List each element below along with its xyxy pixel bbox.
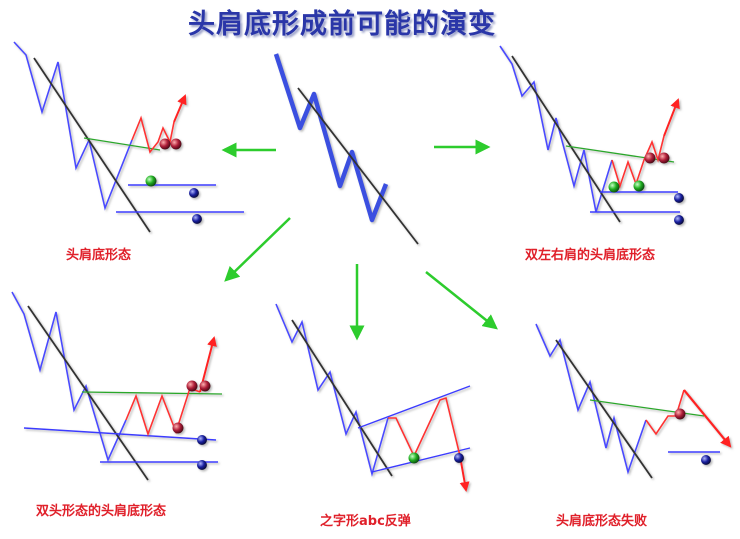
blue-price-line: [11, 291, 127, 463]
red-ball: [658, 152, 670, 164]
blue-ball: [192, 214, 202, 224]
downtrend-line: [555, 339, 653, 479]
channel-lower: [371, 447, 471, 473]
downtrend-line: [297, 87, 419, 245]
panel-double-top: [11, 291, 223, 481]
blue-ball: [197, 460, 207, 470]
green-ball: [608, 181, 620, 193]
neckline: [83, 137, 161, 151]
red-breakout-arrow: [663, 98, 680, 137]
blue-ball: [189, 188, 199, 198]
downtrend-line: [511, 55, 621, 223]
blue-ball: [674, 193, 684, 203]
red-ball: [644, 152, 656, 164]
arrow-to-double-top: [224, 217, 291, 282]
downtrend-line: [27, 305, 149, 481]
blue-zigzag-line: [273, 53, 389, 223]
arrow-to-failed: [425, 271, 498, 330]
red-price-line: [611, 135, 665, 189]
red-ball: [159, 138, 171, 150]
red-ball: [674, 408, 686, 420]
red-price-line: [125, 386, 201, 437]
red-ball: [199, 380, 211, 392]
blue-price-line: [535, 323, 647, 475]
blue-ball: [701, 455, 711, 465]
green-ball: [145, 175, 157, 187]
caption-zigzag-abc: 之字形abc反弹: [320, 514, 411, 529]
downtrend-line: [291, 319, 393, 477]
support-line: [23, 427, 217, 441]
panel-head-shoulders: [13, 41, 244, 233]
page-title: 头肩底形成前可能的演变: [188, 9, 496, 40]
caption-double-left-right: 双左右肩的头肩底形态: [525, 248, 656, 263]
panel-downtrend-source: [273, 53, 419, 245]
channel-upper: [357, 385, 471, 429]
red-ball: [170, 138, 182, 150]
blue-price-line: [13, 41, 133, 211]
caption-failed: 头肩底形态失败: [556, 514, 648, 529]
green-ball: [408, 452, 420, 464]
red-price-line: [388, 396, 461, 458]
neckline: [81, 391, 223, 395]
blue-ball: [674, 215, 684, 225]
neckline: [565, 145, 675, 163]
blue-ball: [197, 435, 207, 445]
panel-failed: [535, 323, 732, 479]
red-failure-arrow: [683, 389, 732, 448]
red-breakout-arrow: [173, 94, 187, 123]
panel-zigzag-abc: [275, 303, 471, 492]
downtrend-line: [33, 57, 151, 233]
panel-double-left-right-shoulders: [499, 45, 684, 225]
blue-price-line: [499, 45, 613, 213]
red-ball: [186, 380, 198, 392]
caption-double-top: 双头形态的头肩底形态: [36, 504, 167, 519]
blue-ball: [454, 453, 464, 463]
green-ball: [633, 180, 645, 192]
red-price-line: [645, 389, 685, 436]
caption-head-shoulders: 头肩底形态: [66, 248, 132, 263]
connector-arrows: [221, 139, 498, 341]
blue-price-line: [275, 303, 389, 478]
red-ball: [172, 422, 184, 434]
